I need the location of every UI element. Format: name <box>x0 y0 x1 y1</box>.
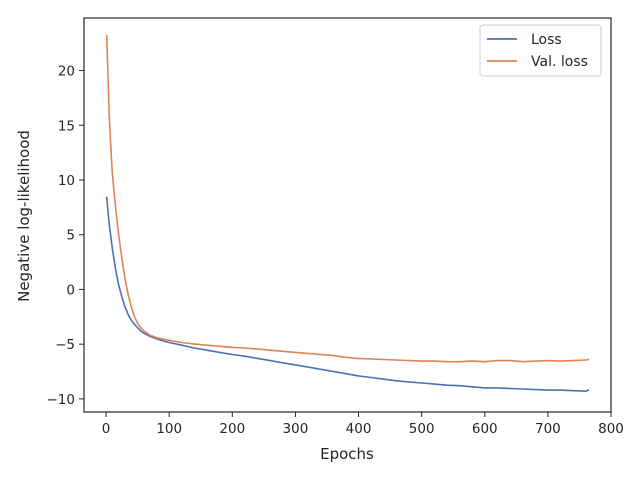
x-axis-ticks: 0 100 200 300 400 500 600 700 800 <box>102 412 624 437</box>
x-axis-label: Epochs <box>320 445 374 463</box>
y-tick-label: −10 <box>47 392 76 408</box>
legend: Loss Val. loss <box>479 24 602 77</box>
legend-label-val-loss: Val. loss <box>531 54 588 70</box>
y-tick-label: 5 <box>66 228 75 244</box>
y-tick-label: 0 <box>66 282 75 298</box>
x-tick-label: 400 <box>346 421 372 437</box>
legend-box <box>479 24 602 77</box>
legend-label-loss: Loss <box>531 32 562 48</box>
series-line-val-loss <box>105 34 590 363</box>
x-tick-label: 600 <box>472 421 498 437</box>
x-tick-label: 100 <box>156 421 182 437</box>
y-tick-label: 15 <box>58 118 75 134</box>
x-tick-label: 0 <box>102 421 111 437</box>
y-tick-label: 10 <box>58 173 75 189</box>
y-axis-ticks: −10 −5 0 5 10 15 20 <box>47 64 84 408</box>
y-tick-label: −5 <box>55 337 75 353</box>
x-tick-label: 800 <box>598 421 624 437</box>
plot-frame <box>83 17 612 413</box>
x-tick-label: 200 <box>219 421 245 437</box>
x-tick-label: 300 <box>283 421 309 437</box>
x-tick-label: 500 <box>409 421 435 437</box>
series-layer <box>105 34 590 393</box>
y-tick-label: 20 <box>58 64 75 80</box>
x-tick-label: 700 <box>535 421 561 437</box>
series-line-loss <box>105 196 590 393</box>
y-axis-label: Negative log-likelihood <box>15 130 33 302</box>
